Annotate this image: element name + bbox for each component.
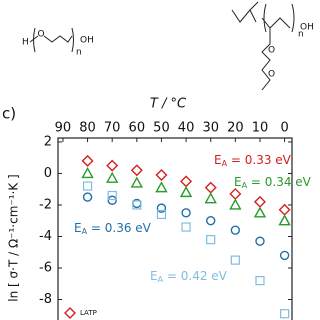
atom-label: O xyxy=(268,70,275,80)
x-tick-label: 10 xyxy=(252,121,269,136)
structure-left xyxy=(29,27,74,53)
atom-label: O xyxy=(268,46,275,56)
y-tick-label: 0 xyxy=(44,166,52,181)
point xyxy=(278,214,291,226)
annotation-sub: A xyxy=(242,181,248,190)
point xyxy=(81,167,94,179)
y-tick-label: -8 xyxy=(39,292,52,307)
point xyxy=(155,169,168,182)
bond xyxy=(29,35,73,43)
point xyxy=(230,225,241,235)
x-tick-label: 90 xyxy=(55,121,72,136)
annotation-main: E xyxy=(74,221,82,235)
annotation-main: E xyxy=(234,175,242,189)
point xyxy=(180,175,193,188)
y-tick-label: -2 xyxy=(39,197,52,212)
point xyxy=(179,185,193,198)
annotation-sub: A xyxy=(158,275,164,284)
point xyxy=(229,198,242,210)
point xyxy=(280,309,290,319)
plot-frame xyxy=(57,137,293,320)
point xyxy=(255,236,265,246)
point xyxy=(132,200,142,210)
annotation-sub: A xyxy=(222,159,228,168)
point xyxy=(155,181,168,193)
point xyxy=(81,154,94,167)
point xyxy=(230,255,240,265)
y-axis-title: ln [ σ·T / Ω⁻¹·cm⁻¹·K ] xyxy=(7,174,21,301)
atom-label: OH xyxy=(80,36,94,46)
point xyxy=(82,192,93,202)
annotation-main: E xyxy=(150,269,158,283)
annotation: EA = 0.33 eV xyxy=(214,153,292,168)
bracket xyxy=(33,27,74,53)
legend-marker xyxy=(64,307,76,319)
point xyxy=(279,250,290,261)
point xyxy=(204,181,217,194)
y-tick-label: -6 xyxy=(39,261,52,276)
point xyxy=(156,209,167,220)
x-tick-label: 50 xyxy=(153,121,170,136)
atom-label: O xyxy=(37,30,44,40)
annotation-rest: = 0.42 eV xyxy=(163,269,228,283)
point xyxy=(107,190,117,201)
structure-right xyxy=(231,1,295,91)
x-tick-label: 80 xyxy=(79,121,96,136)
point xyxy=(206,235,216,245)
y-tick-label: 2 xyxy=(44,134,52,149)
x-tick-label: 0 xyxy=(280,121,288,136)
x-tick-label: 70 xyxy=(104,121,121,136)
point xyxy=(253,206,267,218)
subscript: n xyxy=(298,30,304,40)
point xyxy=(253,195,266,208)
point xyxy=(156,203,167,213)
point xyxy=(278,203,291,216)
panel-label: c) xyxy=(2,105,16,123)
annotation-rest: = 0.33 eV xyxy=(227,153,292,167)
legend-label: LATP xyxy=(80,309,97,317)
annotation-rest: = 0.36 eV xyxy=(87,221,152,235)
annotation: EA = 0.42 eV xyxy=(150,269,228,284)
x-axis-title: T / °C xyxy=(150,97,187,112)
point xyxy=(130,176,144,188)
point xyxy=(204,192,217,204)
annotation-main: E xyxy=(214,153,222,167)
annotation: EA = 0.36 eV xyxy=(74,221,152,236)
point xyxy=(105,171,119,183)
point xyxy=(181,208,191,218)
point xyxy=(82,181,93,191)
subscript: n xyxy=(76,48,82,58)
y-tick-label: -4 xyxy=(39,229,52,244)
x-tick-label: 40 xyxy=(178,121,195,136)
point xyxy=(206,216,216,226)
atom-label: H xyxy=(22,38,29,48)
point xyxy=(106,159,119,172)
annotation-sub: A xyxy=(82,227,88,236)
point xyxy=(181,222,191,232)
point xyxy=(107,195,117,205)
annotation-rest: = 0.34 eV xyxy=(247,175,312,189)
point xyxy=(229,187,242,200)
bond xyxy=(231,1,295,91)
x-tick-label: 60 xyxy=(129,121,146,136)
atom-label: OH xyxy=(300,23,314,33)
annotation: EA = 0.34 eV xyxy=(234,175,312,190)
x-tick-label: 20 xyxy=(227,121,244,136)
x-tick-label: 30 xyxy=(202,121,219,136)
point xyxy=(255,276,265,286)
point xyxy=(130,164,143,177)
